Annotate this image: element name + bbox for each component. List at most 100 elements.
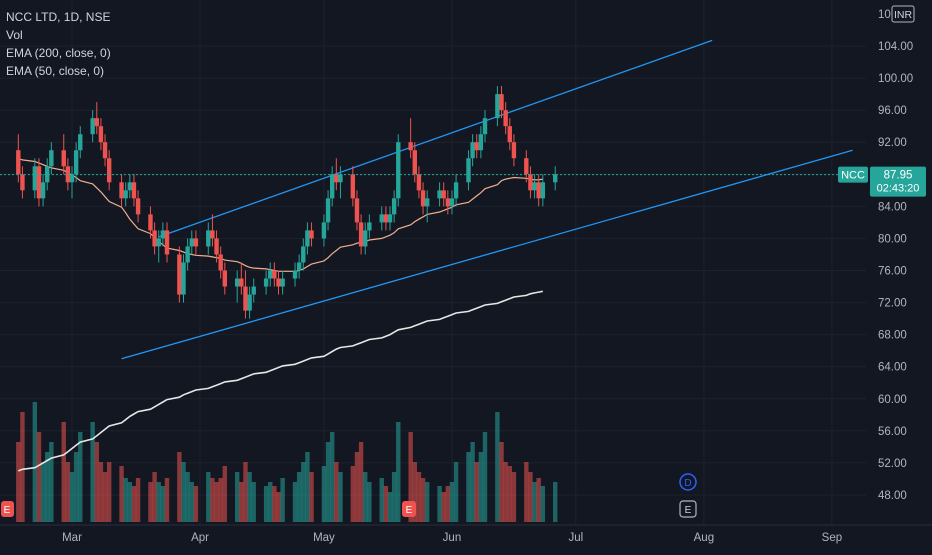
volume-bar	[441, 492, 446, 522]
volume-bar	[309, 472, 314, 522]
earnings-marker[interactable]: E	[679, 500, 697, 518]
volume-bar	[296, 472, 302, 522]
volume-bar	[40, 462, 46, 522]
candle-body	[152, 230, 157, 247]
volume-bar	[65, 462, 71, 522]
time-axis[interactable]: Mar Apr May Jun Jul Aug Sep	[0, 524, 932, 544]
ema50-line	[18, 157, 543, 272]
candle-body	[218, 254, 223, 271]
price-tag-value: 87.95	[884, 170, 913, 182]
price-axis-bg	[866, 0, 932, 525]
price-tick: 96.00	[878, 105, 907, 117]
volume-bar	[45, 452, 50, 522]
price-tick: 76.00	[878, 266, 907, 278]
currency-label: INR	[894, 9, 913, 21]
volume-bar	[164, 478, 170, 522]
legend-vol[interactable]: Vol	[6, 28, 23, 42]
trend-channel[interactable]	[121, 39, 853, 360]
volume-bar	[185, 472, 190, 522]
candle-body	[379, 214, 384, 223]
candle-body	[338, 174, 343, 183]
candle-body	[16, 150, 21, 175]
candlesticks	[16, 86, 558, 319]
candle-body	[301, 246, 306, 263]
candle-body	[524, 158, 529, 175]
volume-bar	[416, 472, 422, 522]
volume-bar	[412, 462, 417, 522]
volume-bar	[272, 486, 277, 522]
volume-bar	[507, 466, 512, 522]
volume-bar	[16, 442, 21, 522]
candle-body	[363, 230, 368, 247]
candle-body	[292, 270, 298, 279]
volume-bar	[20, 412, 25, 522]
candle-body	[441, 190, 446, 199]
chart-legend[interactable]: NCC LTD, 1D, NSE Vol EMA (200, close, 0)…	[6, 8, 111, 80]
symbol-tag-text: NCC	[841, 170, 865, 182]
candle-body	[156, 238, 161, 247]
legend-ema50[interactable]: EMA (50, close, 0)	[6, 64, 105, 78]
price-tick: 64.00	[878, 362, 907, 374]
price-axis[interactable]: 104.00100.0096.0092.0088.0084.0080.0076.…	[866, 0, 932, 525]
candle-body	[499, 94, 504, 111]
candle-body	[495, 94, 500, 119]
volume-bar	[156, 482, 161, 522]
volume-bar	[338, 472, 343, 522]
volume-bar	[36, 432, 42, 522]
candle-body	[263, 278, 269, 287]
volume-bar	[276, 492, 281, 522]
volume-bar	[474, 462, 479, 522]
volume-bars	[16, 402, 558, 522]
volume-bar	[214, 482, 219, 522]
candle-body	[474, 142, 479, 151]
legend-symbol[interactable]: NCC LTD, 1D, NSE	[6, 10, 111, 24]
price-tick: 52.00	[878, 458, 907, 470]
volume-bar	[181, 462, 186, 522]
volume-bar	[379, 478, 384, 522]
earnings-marker-apr[interactable]: E	[402, 501, 416, 517]
volume-bar	[358, 442, 364, 522]
candle-body	[193, 238, 199, 247]
volume-bar	[152, 472, 157, 522]
volume-bar	[218, 478, 223, 522]
candle-body	[210, 230, 215, 239]
candle-body	[69, 174, 75, 183]
price-tick: 56.00	[878, 426, 907, 438]
time-tick: Mar	[62, 532, 82, 544]
volume-bar	[367, 482, 372, 522]
volume-bar	[49, 442, 54, 522]
candle-body	[239, 278, 244, 287]
dividends-marker[interactable]: D	[679, 473, 697, 491]
time-tick: May	[313, 532, 335, 544]
candle-body	[45, 166, 50, 183]
candle-body	[532, 182, 537, 191]
volume-bar	[292, 482, 298, 522]
candle-body	[396, 142, 401, 199]
candle-body	[503, 110, 508, 127]
candle-body	[325, 198, 331, 223]
price-tick: 80.00	[878, 233, 907, 245]
currency-badge[interactable]: INR 10	[878, 5, 915, 23]
volume-bar	[280, 478, 285, 522]
volume-bar	[301, 462, 306, 522]
earnings-marker-left[interactable]: E	[1, 501, 14, 517]
volume-bar	[106, 462, 112, 522]
candle-body	[437, 190, 442, 199]
volume-bar	[243, 462, 248, 522]
channel-upper-line	[158, 39, 713, 238]
time-tick: Jul	[569, 532, 584, 544]
candle-body	[36, 166, 42, 199]
candle-body	[528, 174, 533, 191]
volume-bar	[532, 482, 537, 522]
time-tick: Sep	[822, 532, 842, 544]
ema200-line	[18, 290, 543, 472]
time-tick: Jun	[443, 532, 462, 544]
legend-ema200[interactable]: EMA (200, close, 0)	[6, 46, 111, 60]
volume-bar	[524, 462, 529, 522]
candle-body	[358, 222, 364, 247]
candle-body	[20, 174, 25, 191]
price-tick: 72.00	[878, 298, 907, 310]
volume-bar	[90, 422, 95, 522]
